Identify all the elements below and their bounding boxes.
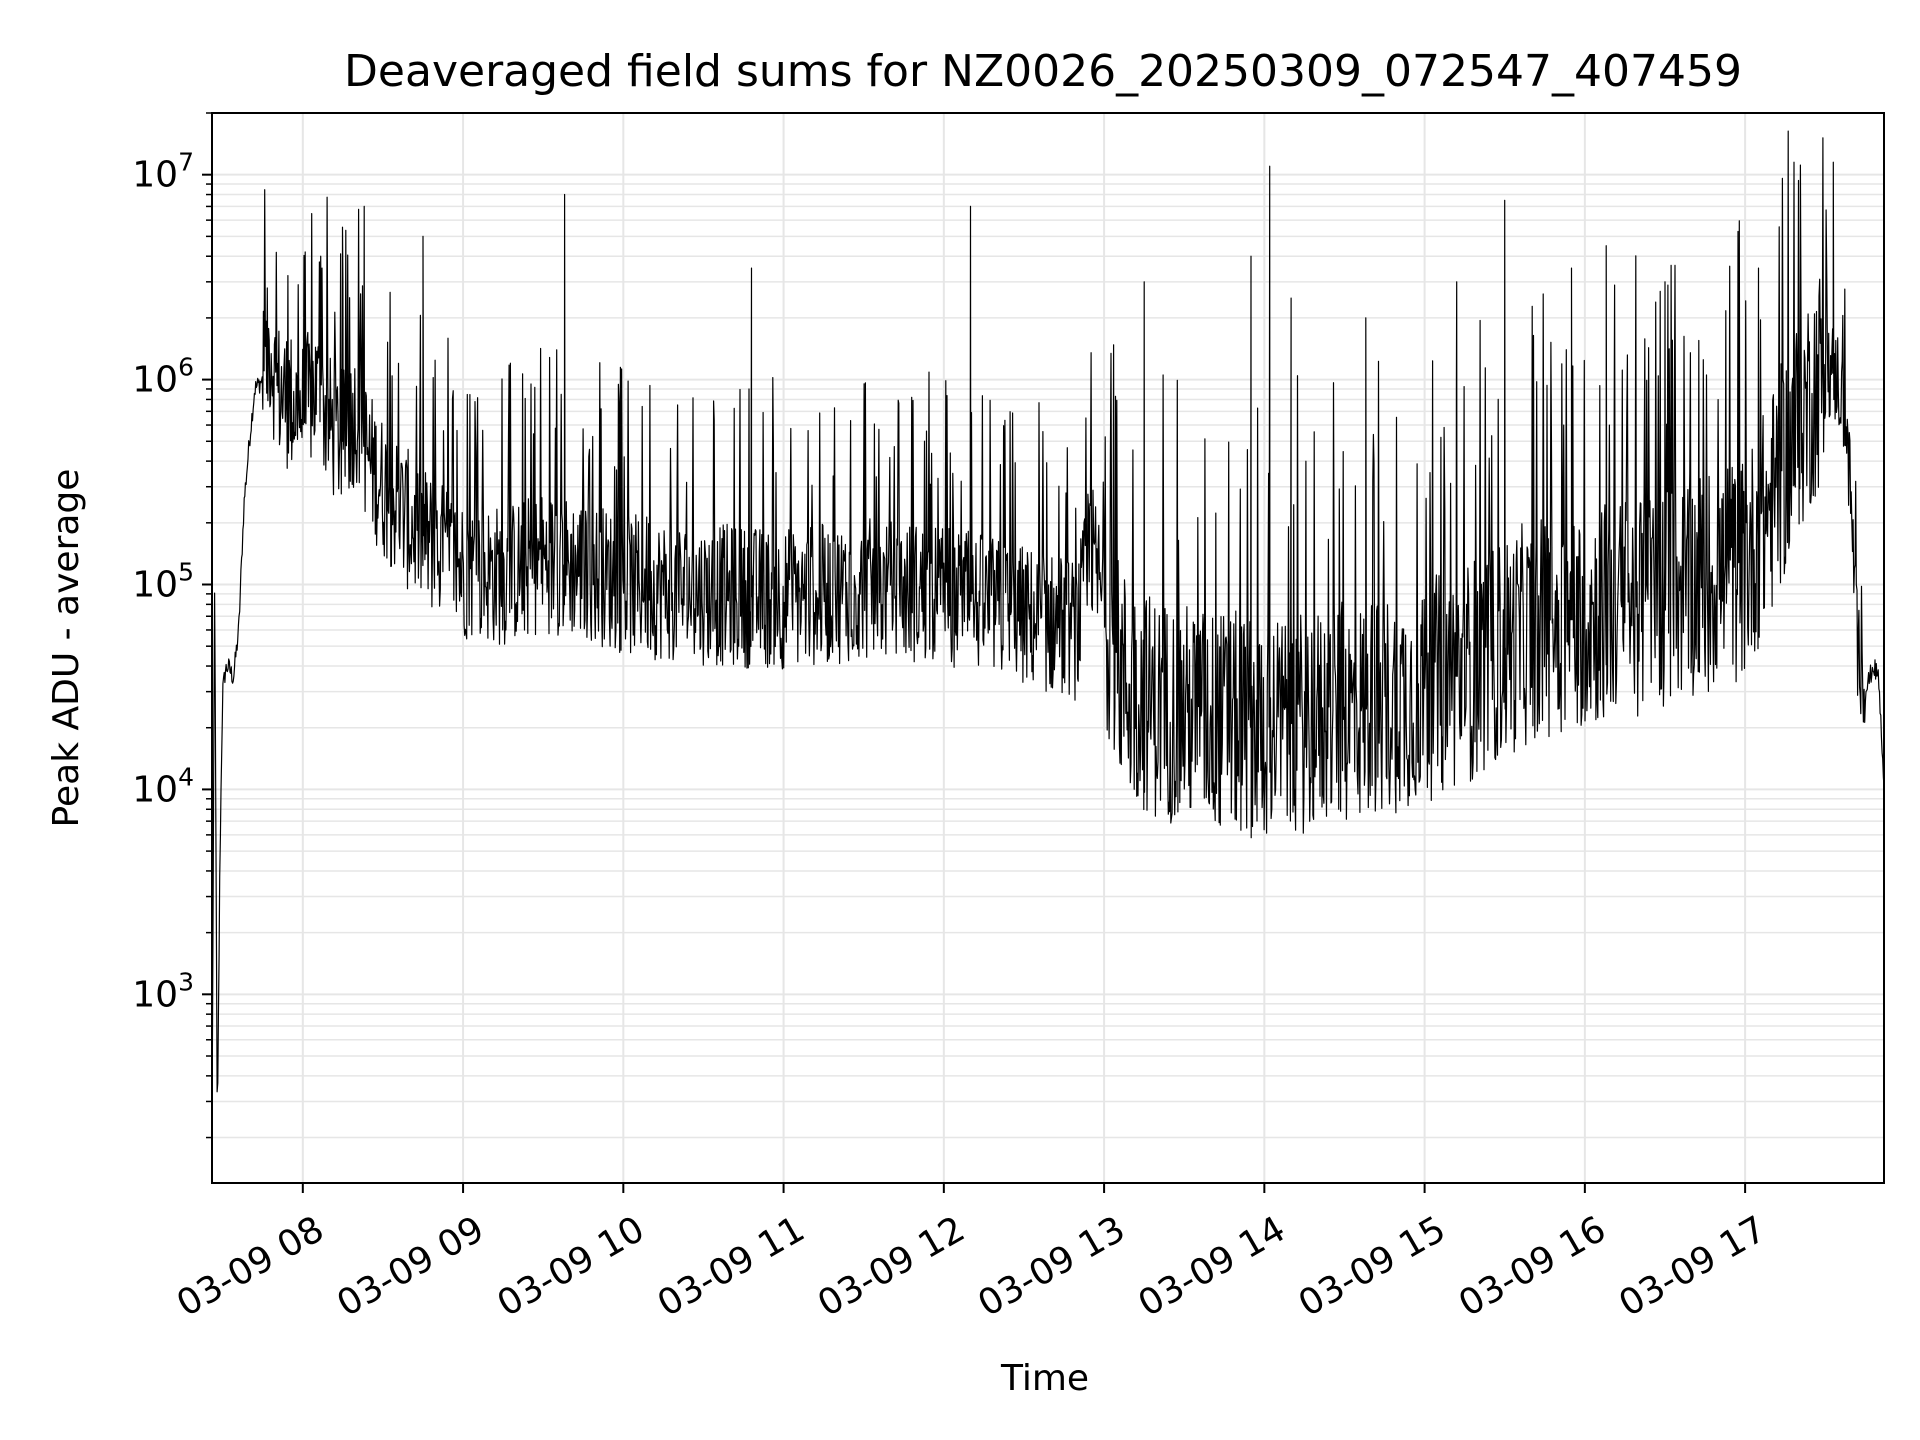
- x-tick-label: 03-09 14: [1132, 1209, 1293, 1325]
- y-axis-label: Peak ADU - average: [46, 469, 87, 828]
- y-tick-label: 104: [132, 762, 194, 810]
- x-tick-label: 03-09 15: [1292, 1209, 1453, 1325]
- x-tick-label: 03-09 12: [811, 1209, 972, 1325]
- x-ticks: 03-09 08 03-09 09 03-09 10 03-09 11 03-09 12…: [170, 1183, 1773, 1325]
- y-tick-label: 107: [132, 148, 194, 196]
- x-tick-label: 03-09 13: [971, 1209, 1132, 1325]
- x-tick-label: 03-09 11: [651, 1209, 812, 1325]
- y-ticks: 103 104 105 106 107: [132, 112, 212, 1139]
- x-tick-label: 03-09 08: [170, 1209, 331, 1325]
- y-tick-label: 105: [132, 558, 194, 606]
- y-tick-label: 103: [132, 967, 194, 1015]
- chart-title: Deaveraged field sums for NZ0026_2025030…: [344, 46, 1742, 97]
- x-tick-label: 03-09 16: [1452, 1209, 1613, 1325]
- series-line: [211, 130, 1885, 1135]
- x-axis-label: Time: [1000, 1358, 1089, 1399]
- y-tick-label: 106: [132, 353, 194, 401]
- x-tick-label: 03-09 17: [1612, 1209, 1773, 1325]
- plot-frame: [211, 112, 1885, 1184]
- x-tick-label: 03-09 10: [491, 1209, 652, 1325]
- x-tick-label: 03-09 09: [330, 1209, 491, 1325]
